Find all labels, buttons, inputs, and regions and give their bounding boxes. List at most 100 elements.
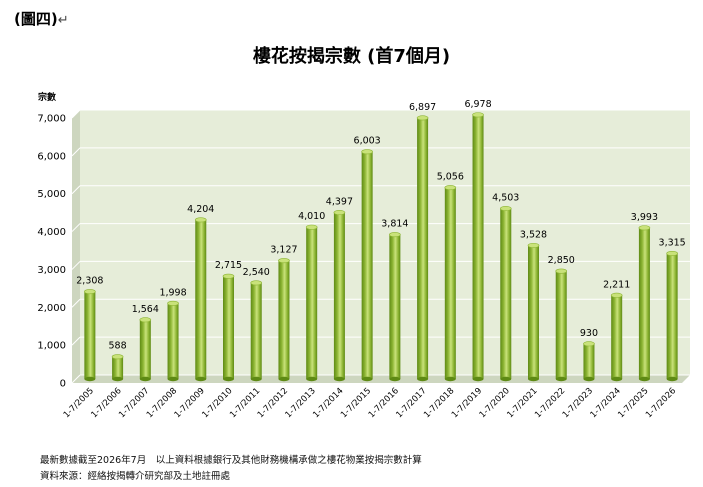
data-label: 4,010 xyxy=(298,211,325,222)
bar xyxy=(84,289,96,382)
bar xyxy=(527,242,540,382)
data-label: 2,715 xyxy=(215,260,242,271)
bar-body xyxy=(333,212,345,379)
bar-base xyxy=(638,376,650,382)
bar-body xyxy=(361,151,373,379)
gridline-side xyxy=(71,298,81,308)
bar xyxy=(139,317,152,382)
y-tick-label: 5,000 xyxy=(37,189,66,200)
bar-body xyxy=(223,276,234,379)
x-axis-ticks: 1-7/20051-7/20061-7/20071-7/20081-7/2009… xyxy=(62,386,678,420)
y-tick-label: 6,000 xyxy=(37,151,66,162)
bar-base xyxy=(306,376,318,382)
plot-floor xyxy=(72,375,690,383)
footnote-data-cutoff: 最新數據截至2026年7月 以上資料根據銀行及其他財務機構承做之樓花物業按揭宗數… xyxy=(40,455,422,466)
y-axis-ticks: 0 1,000 2,000 3,000 4,000 5,000 6,000 7,000 xyxy=(37,114,66,390)
bar-cap xyxy=(194,217,207,223)
gridline-side xyxy=(71,147,81,157)
chart-title: 樓花按揭宗數 (首7個月) xyxy=(252,46,451,67)
data-label: 5,056 xyxy=(437,172,464,183)
gridlines xyxy=(71,109,690,384)
bar-cap xyxy=(333,210,346,216)
plot-area xyxy=(72,110,690,383)
plot-side-wall xyxy=(72,110,80,383)
data-label: 1,564 xyxy=(132,304,159,315)
bar-base xyxy=(250,376,262,382)
bar xyxy=(222,273,235,382)
bar-base xyxy=(278,376,290,382)
data-label: 2,308 xyxy=(76,276,103,287)
bar-cap xyxy=(472,112,484,118)
bar xyxy=(250,280,263,382)
data-label: 6,897 xyxy=(409,102,436,113)
bar-base xyxy=(500,376,512,382)
data-label: 1,998 xyxy=(159,287,186,298)
bar-base xyxy=(361,376,373,382)
bar-cap xyxy=(666,251,678,257)
bar-cap xyxy=(416,115,429,121)
bar-body xyxy=(555,271,567,379)
bar-body xyxy=(195,219,207,379)
bar-cap xyxy=(555,268,568,274)
data-label: 930 xyxy=(580,328,598,339)
gridline-side xyxy=(71,374,81,384)
y-tick-label: 7,000 xyxy=(37,114,66,125)
bar xyxy=(305,224,318,382)
data-label: 4,503 xyxy=(492,193,519,204)
bar-body xyxy=(112,356,124,379)
data-label: 588 xyxy=(109,341,127,352)
gridline-side xyxy=(71,185,81,195)
data-label: 2,540 xyxy=(243,267,270,278)
bar-cap xyxy=(444,185,457,191)
bar-base xyxy=(611,376,623,382)
y-tick-label: 1,000 xyxy=(37,341,66,352)
bar-body xyxy=(638,227,650,379)
data-label: 4,204 xyxy=(187,204,214,215)
bar xyxy=(444,185,457,382)
bar-base xyxy=(417,376,429,382)
data-label: 3,993 xyxy=(631,212,658,223)
bar-body xyxy=(389,234,401,379)
bar-base xyxy=(583,376,595,382)
return-mark: ↵ xyxy=(57,13,69,28)
bar-cap xyxy=(583,341,595,347)
bar xyxy=(389,232,401,382)
data-label: 6,978 xyxy=(464,99,491,110)
bar-base xyxy=(333,376,345,382)
bar xyxy=(666,251,678,382)
y-tick-label: 2,000 xyxy=(37,303,66,314)
bar-cap xyxy=(389,232,401,238)
y-tick-label: 0 xyxy=(60,379,66,390)
bar xyxy=(416,115,429,382)
footnote-source: 資料來源：經絡按揭轉介研究部及土地註冊處 xyxy=(40,471,231,482)
bar-body xyxy=(167,303,179,379)
y-tick-label: 4,000 xyxy=(37,227,66,238)
bar xyxy=(111,354,124,382)
bar xyxy=(499,206,512,382)
bar-base xyxy=(167,376,179,382)
bar-base xyxy=(389,376,401,382)
bar-body xyxy=(278,260,290,379)
gridline-side xyxy=(71,336,81,346)
data-label: 3,127 xyxy=(270,245,297,256)
bar-body xyxy=(444,187,456,379)
bar-base xyxy=(195,376,207,382)
bar-cap xyxy=(222,273,235,279)
x-tick-label: 1-7/2026 xyxy=(644,386,678,420)
y-axis-label: 宗數 xyxy=(38,91,57,103)
bar xyxy=(333,210,346,382)
bar-cap xyxy=(638,225,651,231)
bar-body xyxy=(583,343,595,379)
gridline-side xyxy=(71,223,81,232)
data-label: 2,211 xyxy=(603,279,630,290)
bar-body xyxy=(250,282,262,379)
data-label: 2,850 xyxy=(548,255,575,266)
bar-base xyxy=(139,376,151,382)
bar xyxy=(167,300,179,382)
data-label: 3,814 xyxy=(381,219,408,230)
bar-cap xyxy=(84,289,96,295)
bar-cap xyxy=(167,300,179,306)
bar-body xyxy=(500,208,512,379)
bar-cap xyxy=(361,149,373,155)
